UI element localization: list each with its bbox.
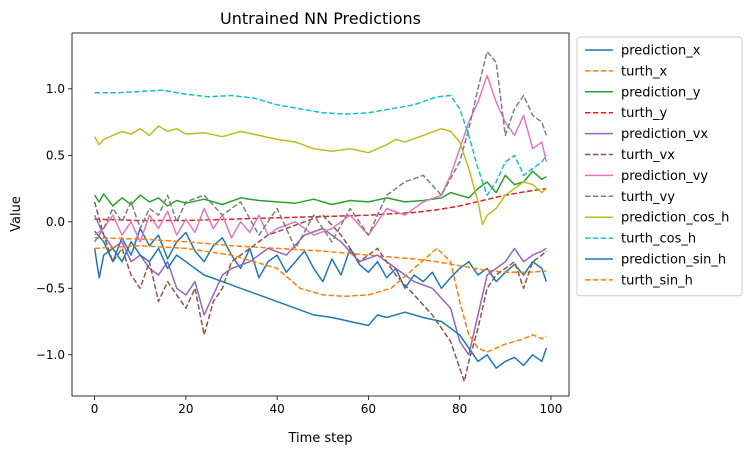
series-group: [93, 50, 548, 383]
series-line-prediction-vx: [93, 214, 547, 356]
series-line-prediction-y: [93, 170, 547, 207]
series-line-prediction-x: [94, 227, 548, 290]
x-tick-label: 60: [361, 402, 376, 416]
x-tick-label: 40: [270, 402, 285, 416]
x-tick-label: 0: [91, 402, 99, 416]
series-line-turth-y: [94, 187, 547, 222]
x-axis-label: Time step: [287, 431, 352, 446]
legend-label-prediction-y: prediction_y: [621, 85, 701, 100]
y-tick-label: −0.5: [36, 281, 65, 295]
series-line-prediction-vy: [94, 74, 548, 243]
plot-frame: [71, 32, 570, 397]
legend: prediction_x turth_x prediction_y turth_ypr…: [576, 36, 743, 297]
plot-area: 0 20 40 60 80 100 −1.0 −0.5 0.0 0.5 1.0: [36, 32, 570, 416]
series-line-prediction-cos-h: [93, 125, 547, 226]
y-tick-label: 1.0: [46, 82, 65, 96]
legend-label-turth-cos-h: turth_cos_h: [621, 232, 696, 247]
legend-label-turth-vx: turth_vx: [621, 148, 675, 163]
series-line-turth-vy: [93, 50, 548, 250]
y-tick-label: 0.5: [46, 148, 65, 162]
series-line-prediction-sin-h: [93, 241, 548, 369]
series-line-turth-cos-h: [94, 89, 548, 196]
chart-title: Untrained NN Predictions: [220, 9, 421, 28]
legend-label-prediction-cos-h: prediction_cos_h: [621, 211, 729, 226]
legend-label-prediction-vx: prediction_vx: [621, 127, 708, 142]
series-line-turth-x: [94, 237, 547, 274]
legend-label-prediction-x: prediction_x: [621, 44, 701, 59]
legend-label-prediction-sin-h: prediction_sin_h: [621, 253, 726, 268]
y-axis-label: Value: [9, 196, 24, 232]
legend-label-turth-sin-h: turth_sin_h: [621, 273, 693, 288]
legend-box: [576, 36, 743, 297]
y-tick-label: 0.0: [46, 215, 65, 229]
legend-label-turth-vy: turth_vy: [621, 190, 675, 205]
legend-label-turth-x: turth_x: [621, 64, 668, 79]
x-tick-label: 80: [452, 402, 467, 416]
series-line-turth-sin-h: [94, 244, 547, 353]
legend-label-prediction-vy: prediction_vy: [621, 169, 708, 184]
x-tick-label: 20: [178, 402, 193, 416]
legend-label-turth-y: turth_y: [621, 106, 668, 121]
y-tick-label: −1.0: [36, 348, 65, 362]
x-tick-label: 100: [540, 402, 563, 416]
